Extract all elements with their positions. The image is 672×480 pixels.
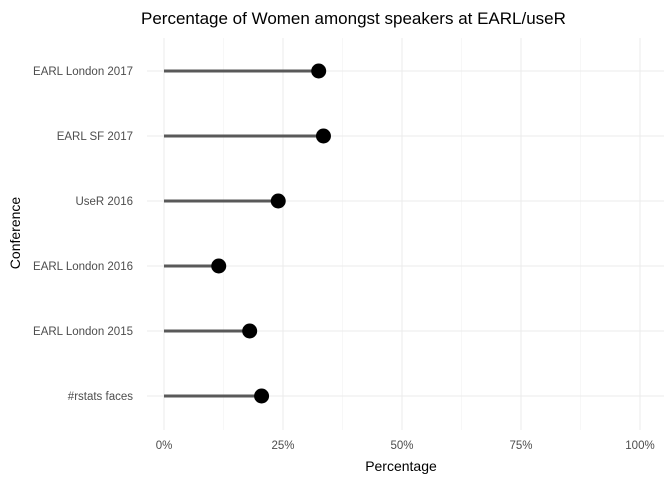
lollipop-point — [242, 323, 258, 339]
plot-grid — [147, 38, 664, 430]
y-tick-label: EARL SF 2017 — [57, 131, 133, 143]
x-axis-tick-labels: 0% 25% 50% 75% 100% — [156, 440, 655, 452]
data-marks — [164, 63, 331, 404]
x-tick-label: 50% — [390, 440, 413, 452]
chart-title: Percentage of Women amongst speakers at … — [141, 9, 566, 28]
lollipop-point — [254, 388, 270, 404]
lollipop-point — [270, 193, 286, 209]
y-axis-tick-labels: EARL London 2017 EARL SF 2017 UseR 2016 EAR… — [33, 66, 133, 403]
y-tick-label: EARL London 2017 — [33, 66, 133, 78]
y-tick-label: UseR 2016 — [75, 196, 133, 208]
y-axis-title: Conference — [7, 197, 23, 270]
lollipop-point — [211, 258, 227, 274]
y-tick-label: EARL London 2015 — [33, 326, 133, 338]
x-tick-label: 25% — [271, 440, 294, 452]
y-tick-label: #rstats faces — [68, 391, 133, 403]
x-tick-label: 100% — [625, 440, 654, 452]
y-tick-label: EARL London 2016 — [33, 261, 133, 273]
x-tick-label: 0% — [156, 440, 173, 452]
x-tick-label: 75% — [509, 440, 532, 452]
lollipop-point — [315, 128, 331, 144]
lollipop-point — [311, 63, 327, 79]
x-axis-title: Percentage — [365, 458, 437, 474]
